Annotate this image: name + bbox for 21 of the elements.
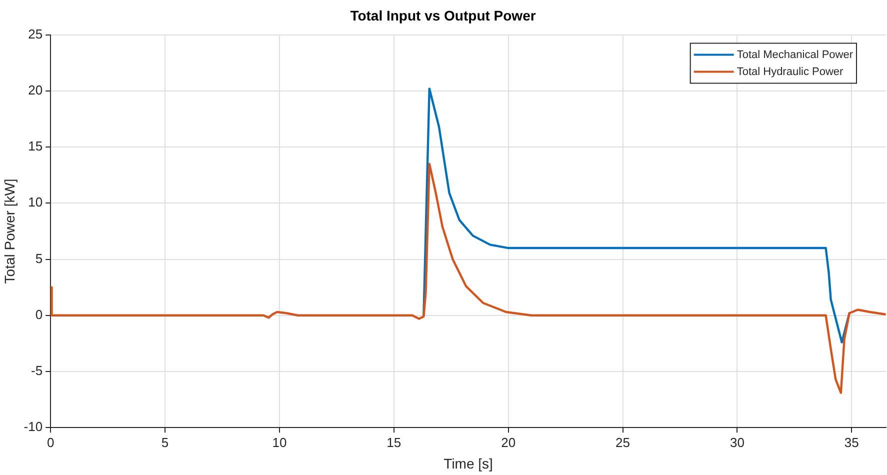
y-tick-label: 25 xyxy=(28,26,43,42)
y-tick-label: 0 xyxy=(35,306,43,322)
x-axis-title: Time [s] xyxy=(444,455,493,472)
x-tick-label: 10 xyxy=(272,434,287,450)
y-tick-label: -10 xyxy=(24,419,43,434)
chart-title: Total Input vs Output Power xyxy=(350,7,536,24)
x-tick-label: 0 xyxy=(46,434,54,450)
legend-label: Total Hydraulic Power xyxy=(736,66,844,78)
x-tick-label: 30 xyxy=(730,434,744,450)
y-tick-label: 20 xyxy=(28,82,43,98)
x-tick-label: 35 xyxy=(844,434,859,450)
x-tick-label: 15 xyxy=(386,434,402,450)
y-tick-label: 5 xyxy=(35,250,43,266)
y-axis-title: Total Power [kW] xyxy=(1,178,18,284)
y-tick-label: 15 xyxy=(28,138,43,154)
y-tick-label: 10 xyxy=(28,194,43,210)
x-tick-label: 20 xyxy=(501,434,516,450)
legend-label: Total Mechanical Power xyxy=(736,48,854,61)
x-tick-label: 25 xyxy=(616,434,630,450)
x-tick-label: 5 xyxy=(161,434,169,450)
y-tick-label: -5 xyxy=(31,363,43,378)
